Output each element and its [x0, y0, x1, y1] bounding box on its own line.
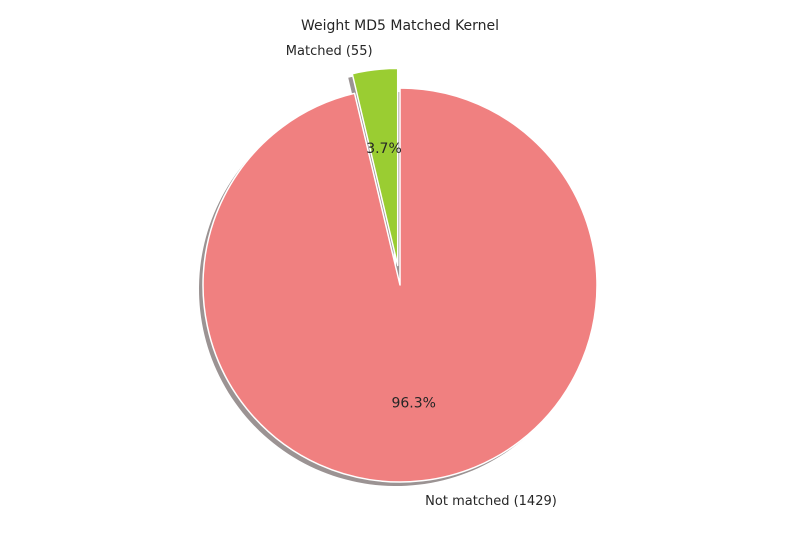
- pie-label-layer: Matched (55) 3.7% Not matched (1429) 96.3%: [286, 44, 557, 509]
- pie-percent-label: 3.7%: [366, 141, 402, 157]
- pie-slice-matched: [351, 67, 399, 267]
- pie-percent-label: 96.3%: [391, 395, 435, 411]
- pie-slice-label: Matched (55): [286, 44, 373, 59]
- pie-slice-label: Not matched (1429): [425, 494, 557, 509]
- pie-slice-layer: [202, 67, 598, 483]
- chart-title: Weight MD5 Matched Kernel: [301, 18, 499, 34]
- pie-slice-not-matched: [202, 87, 598, 483]
